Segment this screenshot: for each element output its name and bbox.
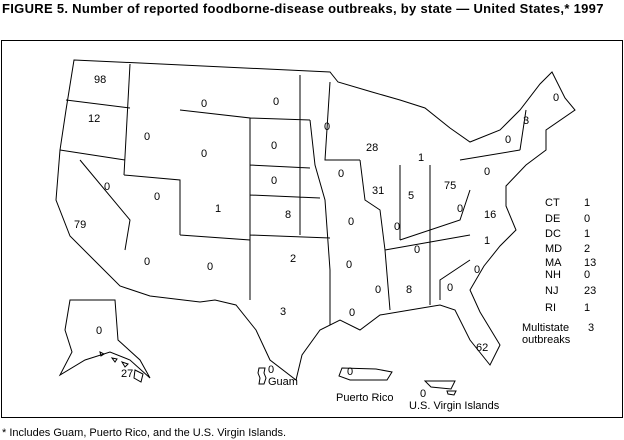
state-value-nc: 1 <box>484 235 491 247</box>
legend-state: DE <box>545 213 561 225</box>
state-value-la: 0 <box>349 307 356 319</box>
state-value-nm: 0 <box>207 261 214 273</box>
hawaii-islands <box>99 351 144 383</box>
state-value-ky: 0 <box>394 221 401 233</box>
state-value-il: 31 <box>372 185 385 197</box>
state-value-sd: 0 <box>271 140 278 152</box>
legend-state: MA <box>545 257 562 269</box>
state-value-wi: 28 <box>366 142 379 154</box>
state-value-az: 0 <box>144 256 151 268</box>
virgin-islands-label: U.S. Virgin Islands <box>409 400 500 412</box>
legend-state: RI <box>545 302 556 314</box>
legend-value: 0 <box>584 269 591 281</box>
contiguous-us-outline <box>55 59 576 381</box>
guam-value: 0 <box>268 364 275 376</box>
state-value-mi: 1 <box>418 152 425 164</box>
state-value-nv: 0 <box>104 181 111 193</box>
state-value-fl: 62 <box>476 342 489 354</box>
state-value-al: 8 <box>406 284 413 296</box>
state-value-mt: 0 <box>201 98 208 110</box>
state-value-ar: 0 <box>346 259 353 271</box>
state-value-ak: 0 <box>96 325 103 337</box>
puerto-rico-shape <box>338 367 393 381</box>
guam-label: Guam <box>268 376 298 388</box>
legend-value: 13 <box>584 257 597 269</box>
legend-value: 1 <box>584 302 591 314</box>
virgin-islands-shape <box>423 380 457 396</box>
state-value-co: 1 <box>215 203 222 215</box>
puerto-rico-value: 0 <box>347 366 354 378</box>
state-value-nd: 0 <box>273 96 280 108</box>
virgin-islands-value: 0 <box>420 388 427 400</box>
state-value-tn: 0 <box>414 244 421 256</box>
legend-value: 2 <box>584 243 591 255</box>
footnote: * Includes Guam, Puerto Rico, and the U.… <box>2 427 287 439</box>
state-value-sc: 0 <box>474 264 481 276</box>
state-value-ok: 2 <box>290 253 297 265</box>
legend-state: CT <box>545 197 560 209</box>
state-value-ms: 0 <box>375 284 382 296</box>
state-value-ca: 79 <box>74 219 87 231</box>
state-value-or: 12 <box>88 113 101 125</box>
legend-value: 1 <box>584 228 591 240</box>
state-value-ny: 0 <box>505 134 512 146</box>
state-value-wy: 0 <box>201 148 208 160</box>
state-value-mo: 0 <box>348 216 355 228</box>
state-value-tx: 3 <box>280 306 287 318</box>
state-value-mn: 0 <box>324 121 331 133</box>
multistate-label: Multistate outbreaks <box>522 322 571 346</box>
state-value-ga: 0 <box>447 282 454 294</box>
legend-state: NH <box>545 269 561 281</box>
state-value-ne: 0 <box>271 175 278 187</box>
state-value-wv: 0 <box>457 203 464 215</box>
state-value-ks: 8 <box>285 209 292 221</box>
multistate-value: 3 <box>588 322 595 334</box>
legend-value: 0 <box>584 213 591 225</box>
alaska-outline <box>58 299 151 379</box>
state-borders <box>59 63 527 325</box>
state-value-me: 0 <box>553 92 560 104</box>
puerto-rico-label: Puerto Rico <box>336 392 394 404</box>
state-value-ut: 0 <box>154 191 161 203</box>
state-value-in: 5 <box>408 190 415 202</box>
state-value-va: 16 <box>484 209 497 221</box>
state-value-id: 0 <box>144 131 151 143</box>
legend-state: NJ <box>545 285 559 297</box>
state-value-hi: 27 <box>121 368 134 380</box>
legend-value: 1 <box>584 197 591 209</box>
legend-state: MD <box>545 243 563 255</box>
figure-title: FIGURE 5. Number of reported foodborne-d… <box>2 1 604 16</box>
legend-value: 23 <box>584 285 597 297</box>
legend-state: DC <box>545 228 561 240</box>
state-value-oh: 75 <box>444 180 457 192</box>
state-value-wa: 98 <box>94 74 107 86</box>
state-value-pa: 0 <box>484 166 491 178</box>
state-value-vt: 3 <box>523 115 530 127</box>
map-frame <box>1 40 623 418</box>
guam-shape <box>257 367 267 385</box>
state-value-ia: 0 <box>338 168 345 180</box>
